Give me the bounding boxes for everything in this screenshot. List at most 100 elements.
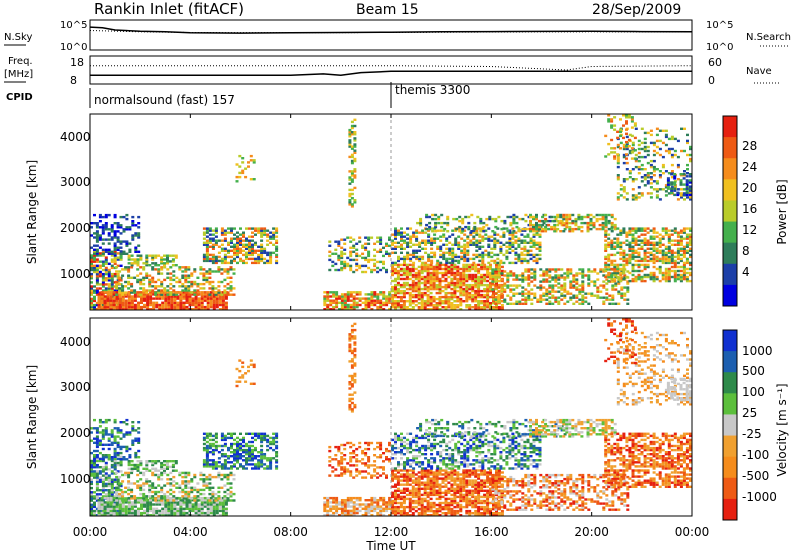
range-cell xyxy=(424,247,428,250)
range-cell xyxy=(521,272,525,275)
range-cell xyxy=(518,300,522,303)
range-cell xyxy=(349,236,353,239)
range-cell xyxy=(109,305,113,309)
range-cell xyxy=(254,251,257,254)
range-cell xyxy=(689,159,692,163)
range-cell xyxy=(478,235,482,238)
range-cell xyxy=(238,171,242,175)
range-cell xyxy=(140,299,143,302)
range-cell xyxy=(115,505,119,508)
range-cell xyxy=(673,181,677,184)
range-cell xyxy=(508,247,512,250)
range-cell xyxy=(685,227,689,230)
range-cell xyxy=(124,497,128,500)
range-cell xyxy=(151,285,155,288)
range-cell xyxy=(652,243,656,246)
range-cell xyxy=(226,276,230,279)
range-cell xyxy=(149,303,153,307)
range-cell xyxy=(93,308,96,311)
range-cell xyxy=(539,280,543,283)
range-cell xyxy=(463,251,467,254)
range-cell xyxy=(646,182,650,185)
range-cell xyxy=(394,300,397,303)
range-cell xyxy=(110,283,114,286)
range-cell xyxy=(385,244,388,247)
range-cell xyxy=(679,265,683,269)
range-cell xyxy=(348,128,352,132)
range-cell xyxy=(617,292,621,295)
range-cell xyxy=(408,304,412,307)
range-cell xyxy=(539,230,543,233)
power-ylabel: Slant Range [km] xyxy=(25,160,39,264)
range-cell xyxy=(445,247,449,250)
range-cell xyxy=(146,297,150,300)
range-cell xyxy=(673,273,677,277)
range-cell xyxy=(427,257,431,261)
range-cell xyxy=(433,255,437,259)
range-cell xyxy=(130,285,134,288)
range-cell xyxy=(685,187,689,190)
range-cell xyxy=(382,260,385,264)
range-cell xyxy=(441,275,445,279)
range-cell xyxy=(130,497,134,500)
range-cell xyxy=(689,147,692,151)
range-cell xyxy=(414,273,418,277)
range-cell xyxy=(441,267,445,271)
range-cell xyxy=(179,295,183,298)
range-cell xyxy=(370,308,374,311)
range-cell xyxy=(533,296,537,299)
range-cell xyxy=(130,297,134,300)
range-cell xyxy=(98,466,102,469)
range-cell xyxy=(391,279,394,283)
range-cell xyxy=(275,239,279,242)
range-cell xyxy=(353,139,357,142)
range-cell xyxy=(409,253,413,257)
range-cell xyxy=(98,489,102,492)
range-cell xyxy=(130,266,134,269)
range-cell xyxy=(370,293,374,296)
range-cell xyxy=(679,269,683,273)
range-cell xyxy=(197,308,201,311)
range-cell xyxy=(142,471,146,475)
range-cell xyxy=(566,268,570,271)
range-cell xyxy=(602,280,606,283)
range-cell xyxy=(423,283,427,287)
range-cell xyxy=(335,297,339,300)
range-cell xyxy=(517,227,521,230)
range-cell xyxy=(565,223,569,227)
range-cell xyxy=(479,217,483,221)
range-cell xyxy=(230,231,233,234)
range-cell xyxy=(607,271,611,275)
range-cell xyxy=(110,472,114,475)
range-cell xyxy=(532,239,536,242)
range-cell xyxy=(661,227,665,230)
range-cell xyxy=(454,255,458,259)
range-cell xyxy=(100,291,104,294)
range-cell xyxy=(685,237,689,240)
range-cell xyxy=(667,255,671,259)
range-cell xyxy=(370,295,374,298)
range-cell xyxy=(179,503,183,506)
range-cell xyxy=(209,291,213,294)
range-cell xyxy=(171,260,175,263)
range-cell xyxy=(664,269,668,273)
range-cell xyxy=(590,280,594,283)
range-cell xyxy=(539,268,543,271)
range-cell xyxy=(475,231,479,234)
range-cell xyxy=(658,239,662,242)
range-cell xyxy=(432,304,436,307)
range-cell xyxy=(468,277,472,281)
range-cell xyxy=(95,234,99,237)
range-cell xyxy=(229,266,233,269)
range-cell xyxy=(170,301,174,304)
range-cell xyxy=(98,287,102,290)
range-cell xyxy=(670,147,674,151)
range-cell xyxy=(481,235,485,238)
range-cell xyxy=(495,287,498,291)
range-cell xyxy=(397,229,400,232)
range-cell xyxy=(460,251,464,254)
range-cell xyxy=(161,503,165,506)
range-cell xyxy=(685,267,689,271)
range-cell xyxy=(348,192,352,196)
range-cell xyxy=(110,480,114,483)
